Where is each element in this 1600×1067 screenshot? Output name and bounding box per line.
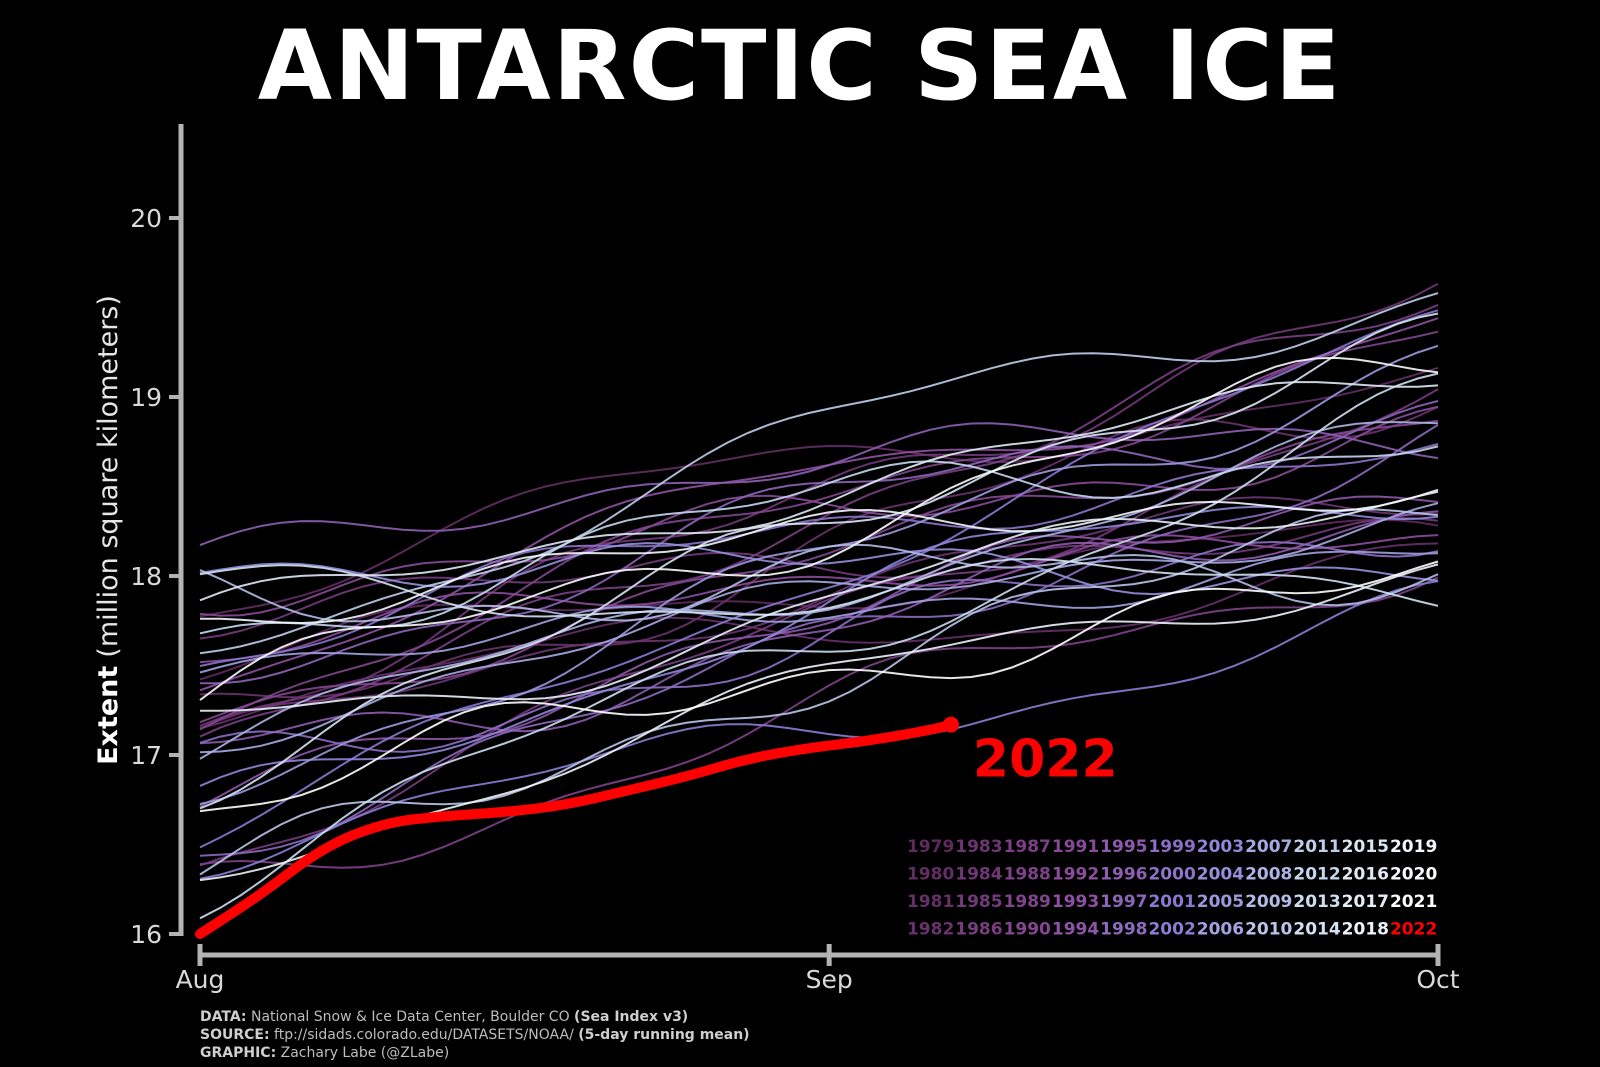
series-line-year [199,292,1439,655]
series-line-year [199,405,1439,699]
y-axis-label: Extent(million square kilometers) [93,295,124,765]
series-line-year [199,502,1439,754]
legend-year: 2018 [1342,920,1389,940]
series-line-year [199,372,1439,920]
legend-year: 2011 [1293,837,1340,857]
series-line-year [199,580,1439,880]
footer-data-line: DATA: National Snow & Ice Data Center, B… [200,1009,689,1025]
legend-year: 2016 [1342,865,1389,885]
series-line-year [200,490,1439,712]
highlight-series: 2022 [195,716,1118,939]
legend-year: 1982 [907,920,954,940]
y-tick-label: 16 [130,920,162,949]
series-line-year [199,560,1439,813]
legend-year: 1987 [1004,837,1051,857]
legend-year: 1985 [955,892,1002,912]
footer: DATA: National Snow & Ice Data Center, B… [200,1008,750,1062]
series-line-year [199,366,1439,618]
x-tick-label: Aug [176,965,225,994]
legend-year: 1983 [955,837,1002,857]
legend-year: 1988 [1004,865,1051,885]
series-line-year [199,381,1439,602]
legend-year: 1980 [907,865,954,885]
legend-year: 2014 [1293,920,1340,940]
legend-year: 1995 [1100,837,1147,857]
series-line-year [199,557,1439,618]
series-line-year [199,496,1439,730]
legend-year: 1997 [1100,892,1147,912]
series-line-year [199,423,1439,857]
y-tick-label: 19 [130,383,162,412]
series-line-year [199,508,1439,876]
legend-year: 2022 [1390,920,1437,940]
series-line-year [199,445,1439,635]
legend-year: 1996 [1100,865,1147,885]
series-line-year [199,542,1439,596]
series-line-year [199,330,1439,731]
series-line-year [199,356,1439,701]
series-line-year [200,488,1439,625]
legend-year: 1998 [1100,920,1147,940]
legend-year: 1986 [955,920,1002,940]
historical-lines [199,282,1439,920]
legend-year: 2013 [1293,892,1340,912]
legend-year: 2021 [1390,892,1437,912]
series-line-year [199,543,1439,623]
legend-year: 2020 [1390,865,1437,885]
series-endpoint-2022 [942,716,959,733]
legend-year: 2019 [1390,837,1437,857]
series-line-year [199,309,1439,849]
legend-year: 2001 [1148,892,1195,912]
legend-year: 1989 [1004,892,1051,912]
series-line-year [199,495,1439,808]
axes [178,124,1438,958]
legend-year: 2006 [1197,920,1244,940]
legend-year: 1992 [1052,865,1099,885]
legend-year: 1981 [907,892,954,912]
series-label-2022: 2022 [973,730,1118,790]
y-tick-label: 17 [130,741,162,770]
footer-source-line: SOURCE: ftp://sidads.colorado.edu/DATASE… [200,1027,750,1043]
legend-year: 2015 [1342,837,1389,857]
y-tick-label: 18 [130,562,162,591]
legend-year: 1990 [1004,920,1051,940]
legend-year: 2007 [1245,837,1292,857]
series-line-year [199,540,1439,753]
series-line-year [199,505,1439,787]
x-tick-label: Oct [1416,965,1459,994]
legend-year: 2003 [1197,837,1244,857]
legend-year: 1991 [1052,837,1099,857]
series-line-year [199,421,1439,760]
legend-year: 2012 [1293,865,1340,885]
x-tick-label: Sep [806,965,853,994]
series-line-year [199,576,1439,869]
legend-year: 2008 [1245,865,1292,885]
legend-year: 2009 [1245,892,1292,912]
legend-year: 1994 [1052,920,1099,940]
footer-graphic-line: GRAPHIC: Zachary Labe (@ZLabe) [200,1045,450,1061]
series-line-year [199,405,1439,617]
legend-year: 1999 [1148,837,1195,857]
legend-year: 1993 [1052,892,1099,912]
series-line-year [199,312,1439,810]
series-line-year [199,443,1439,667]
legend-year: 2004 [1197,865,1244,885]
series-line-year [199,510,1439,745]
legend-year: 2000 [1148,865,1195,885]
legend-year: 2005 [1197,892,1244,912]
series-line-year [199,550,1439,674]
legend-year: 1984 [955,865,1002,885]
x-ticks: Aug Sep Oct [176,944,1460,994]
y-tick-label: 20 [130,204,162,233]
legend: 1979 1983 1987 1991 1995 1999 2003 2007 2011 2015… [907,837,1437,940]
series-line-year [199,422,1439,547]
y-ticks: 16 17 18 19 20 [130,204,181,949]
legend-year: 1979 [907,837,954,857]
legend-year: 2010 [1245,920,1292,940]
page-title: ANTARCTIC SEA ICE [257,10,1343,122]
legend-year: 2017 [1342,892,1389,912]
legend-year: 2002 [1148,920,1195,940]
series-line-2022 [195,719,956,939]
